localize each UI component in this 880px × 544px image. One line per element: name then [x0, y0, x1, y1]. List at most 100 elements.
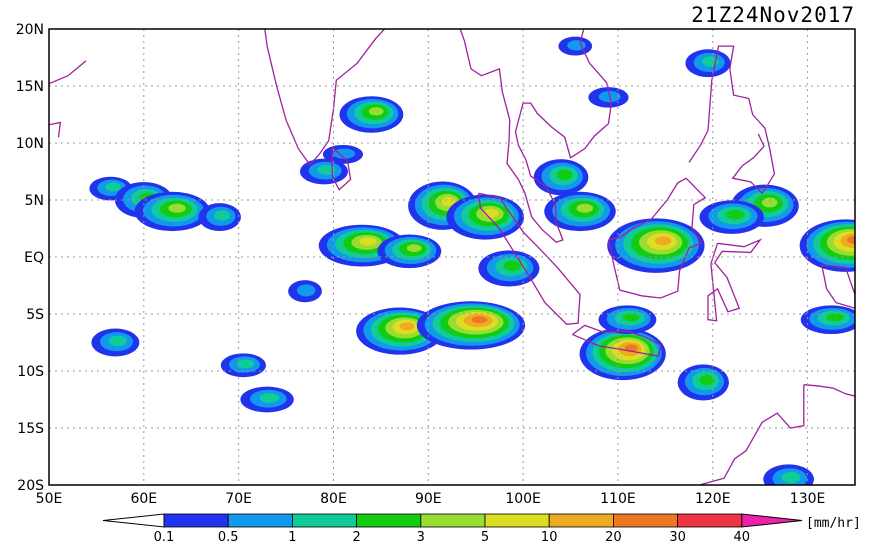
colorbar-segment [613, 513, 679, 528]
colorbar-tick-label: 40 [734, 530, 751, 544]
lon-label: 60E [130, 491, 157, 507]
coastline [477, 192, 581, 325]
colorbar-segment [227, 513, 293, 528]
coastline [264, 29, 386, 166]
colorbar-under-arrow [102, 513, 165, 528]
colorbar-tick-label: 0.1 [154, 530, 175, 544]
rain-cell [607, 218, 705, 273]
rain-cell [220, 353, 266, 378]
coastline [459, 29, 612, 243]
rain-cell [685, 49, 731, 78]
rain-layer [89, 36, 855, 485]
rain-cell [558, 36, 593, 56]
rain-intensity-layer [471, 316, 488, 324]
rain-intensity-layer [441, 197, 456, 207]
lat-label: 15N [16, 79, 44, 95]
rain-cell [533, 159, 589, 196]
colorbar-tick-label: 10 [541, 530, 558, 544]
rain-intensity-layer [168, 203, 186, 213]
rain-intensity-layer [622, 313, 640, 322]
coastline [38, 394, 49, 491]
colorbar-tick-label: 2 [352, 530, 360, 544]
coastline [698, 384, 805, 485]
lat-label: 20N [16, 22, 44, 38]
coastline [803, 384, 855, 397]
rain-intensity-layer [826, 313, 844, 322]
lat-label: 5S [26, 307, 44, 323]
lon-label: 80E [320, 491, 347, 507]
colorbar-segment [677, 513, 743, 528]
rain-cell [300, 158, 348, 185]
colorbar-tick-label: 5 [481, 530, 489, 544]
lat-label: 15S [17, 421, 44, 437]
rain-cell [288, 280, 322, 303]
coastline [688, 45, 776, 195]
rain-intensity-layer [699, 374, 715, 386]
lon-label: 90E [415, 491, 442, 507]
rain-cell [544, 191, 616, 232]
colorbar-tick-label: 20 [605, 530, 622, 544]
rain-intensity-layer [847, 236, 855, 244]
rain-intensity-layer [108, 335, 127, 347]
rain-intensity-layer [259, 393, 280, 403]
coastline-layer [38, 29, 855, 491]
gridlines [49, 29, 855, 485]
rain-cell [677, 364, 729, 401]
rain-intensity-layer [781, 472, 801, 484]
colorbar: 0.1 0.5 1 2 3 5 10 20 30 40 [102, 513, 803, 544]
plot-frame [48, 28, 856, 486]
colorbar-segment [420, 513, 486, 528]
colorbar-tick-label: 3 [417, 530, 425, 544]
rain-cell [240, 386, 294, 413]
rain-cell [800, 305, 855, 335]
rain-intensity-layer [359, 237, 377, 246]
rain-cell [763, 464, 814, 485]
rain-intensity-layer [368, 107, 384, 116]
lon-label: 130E [790, 491, 826, 507]
rain-intensity-layer [654, 236, 672, 246]
coastline [707, 238, 763, 322]
lon-label: 120E [695, 491, 731, 507]
lon-label: 100E [505, 491, 541, 507]
lat-label: 10S [17, 364, 44, 380]
rain-intensity-layer [567, 40, 586, 51]
rain-intensity-layer [761, 197, 778, 208]
rain-cell [598, 305, 657, 335]
colorbar-segment [163, 513, 229, 528]
coastline [572, 324, 662, 357]
latitude-labels: 20N 15N 10N 5N EQ 5S 10S 15S 20S [16, 22, 44, 494]
map-title: 21Z24Nov2017 [691, 3, 855, 27]
colorbar-tick-label: 0.5 [218, 530, 239, 544]
lon-label: 70E [225, 491, 252, 507]
lat-label: 10N [16, 136, 44, 152]
rain-intensity-layer [406, 244, 422, 252]
coastline [49, 121, 62, 138]
rain-intensity-layer [333, 148, 356, 159]
lat-label: 5N [25, 193, 44, 209]
coastline [330, 147, 352, 191]
colorbar-segment [484, 513, 550, 528]
rain-intensity-layer [317, 165, 336, 175]
longitude-labels: 50E 60E 70E 80E 90E 100E 110E 120E 130E [36, 491, 826, 507]
colorbar-segment [548, 513, 614, 528]
lat-label: EQ [24, 250, 44, 266]
rain-cell [377, 234, 442, 269]
colorbar-segment [291, 513, 357, 528]
lat-label: 20S [17, 478, 44, 494]
rain-intensity-layer [399, 322, 415, 331]
rain-intensity-layer [726, 209, 745, 220]
rain-cell [198, 203, 241, 232]
rain-intensity-layer [214, 210, 231, 221]
rain-intensity-layer [503, 260, 522, 272]
rain-intensity-layer [576, 203, 594, 213]
rain-cell [91, 328, 140, 357]
coastline [607, 177, 707, 299]
rain-intensity-layer [237, 359, 255, 369]
colorbar-tick-label: 1 [288, 530, 296, 544]
colorbar-over-arrow [741, 513, 803, 528]
rain-cell [416, 301, 526, 350]
coastline [821, 264, 855, 309]
rain-cell [339, 96, 404, 133]
coastline [49, 60, 87, 85]
